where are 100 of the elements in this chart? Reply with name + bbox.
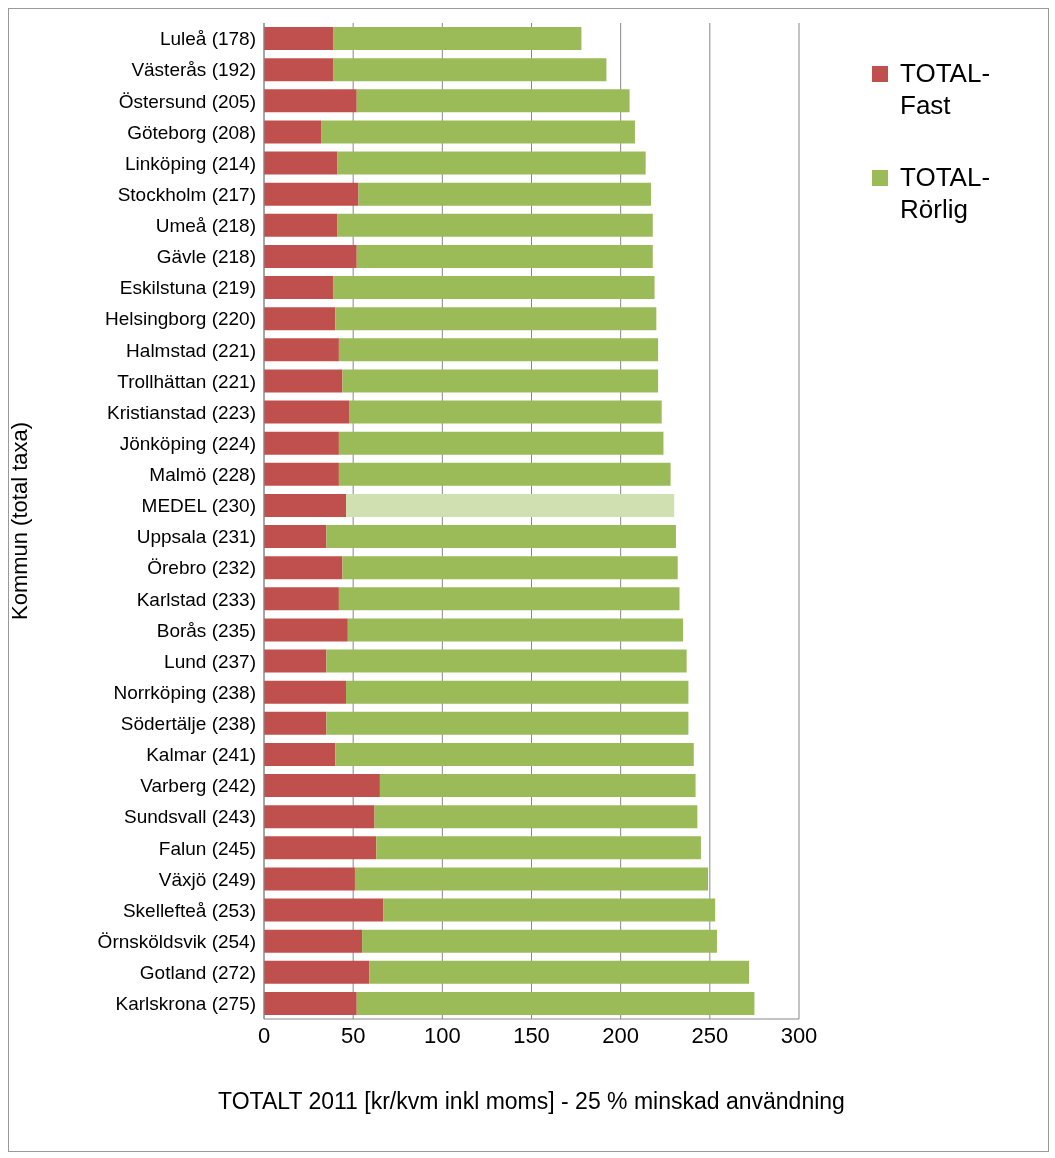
legend-label: TOTAL-Rörlig bbox=[900, 161, 992, 225]
bar bbox=[333, 276, 655, 299]
bar bbox=[326, 711, 689, 735]
x-tick-label: 100 bbox=[423, 1022, 461, 1048]
bar bbox=[383, 898, 716, 922]
y-tick-label: Östersund (205) bbox=[118, 90, 256, 112]
bar bbox=[333, 58, 607, 82]
bar bbox=[264, 462, 339, 486]
bar bbox=[338, 338, 659, 362]
bar bbox=[264, 898, 384, 922]
y-tick-label: Karlskrona (275) bbox=[115, 993, 256, 1015]
bar bbox=[333, 27, 582, 50]
x-tick-label: 50 bbox=[340, 1022, 366, 1048]
y-tick-label: Göteborg (208) bbox=[127, 121, 256, 143]
y-tick-label: Linköping (214) bbox=[125, 152, 256, 174]
bar bbox=[356, 244, 653, 268]
bar bbox=[264, 618, 348, 642]
x-axis-title: TOTALT 2011 [kr/kvm inkl moms] - 25 % minskad användning bbox=[218, 1088, 845, 1114]
y-tick-label: Örebro (232) bbox=[147, 557, 256, 579]
bar bbox=[362, 929, 717, 953]
y-tick-label: Kristianstad (223) bbox=[107, 401, 256, 423]
bar bbox=[264, 774, 380, 797]
bar bbox=[264, 493, 347, 517]
bar bbox=[264, 711, 327, 735]
y-tick-label: Malmö (228) bbox=[149, 464, 256, 486]
bar bbox=[264, 58, 334, 82]
y-tick-label: Trollhättan (221) bbox=[117, 370, 256, 392]
bar bbox=[264, 27, 334, 50]
bar bbox=[326, 649, 687, 673]
bar bbox=[356, 991, 755, 1015]
bar bbox=[264, 182, 359, 206]
bar bbox=[335, 307, 657, 331]
bar bbox=[264, 649, 327, 673]
bar bbox=[264, 120, 322, 144]
bar bbox=[264, 307, 336, 331]
bar bbox=[264, 960, 370, 984]
bar bbox=[264, 369, 343, 393]
y-tick-label: Borås (235) bbox=[156, 619, 256, 641]
bar bbox=[264, 431, 339, 455]
y-tick-label: Luleå (178) bbox=[159, 28, 256, 50]
bar bbox=[346, 680, 689, 704]
bar bbox=[335, 742, 694, 766]
bar bbox=[358, 182, 651, 206]
y-tick-label: Helsingborg (220) bbox=[104, 308, 256, 330]
y-tick-label: Lund (237) bbox=[164, 650, 256, 672]
y-tick-label: Gävle (218) bbox=[156, 246, 256, 268]
y-tick-label: Sundsvall (243) bbox=[123, 806, 256, 828]
y-tick-label: Gotland (272) bbox=[139, 962, 256, 984]
bar bbox=[347, 618, 684, 642]
y-tick-label: Södertälje (238) bbox=[120, 713, 256, 735]
bar bbox=[346, 493, 675, 517]
bar bbox=[264, 805, 375, 829]
bar bbox=[264, 213, 338, 237]
y-tick-label: Kalmar (241) bbox=[146, 744, 256, 766]
y-tick-label: Karlstad (233) bbox=[136, 588, 256, 610]
bar bbox=[369, 960, 750, 984]
y-tick-label: Västerås (192) bbox=[131, 59, 256, 81]
y-tick-label: Umeå (218) bbox=[155, 215, 256, 237]
bar bbox=[264, 525, 327, 548]
bar bbox=[264, 89, 357, 113]
bar bbox=[264, 556, 343, 580]
bar bbox=[338, 462, 671, 486]
bar bbox=[342, 369, 659, 393]
x-tick-label: 0 bbox=[257, 1022, 271, 1048]
bar bbox=[354, 867, 709, 891]
bar bbox=[264, 680, 347, 704]
y-tick-label: Halmstad (221) bbox=[126, 339, 256, 361]
y-tick-label: MEDEL (230) bbox=[141, 495, 256, 517]
bar bbox=[376, 836, 701, 860]
bar bbox=[374, 805, 698, 829]
bar bbox=[264, 742, 336, 766]
bar bbox=[349, 400, 662, 424]
bar bbox=[337, 151, 646, 175]
y-tick-label: Skellefteå (253) bbox=[122, 899, 256, 921]
bar bbox=[321, 120, 635, 144]
bar bbox=[356, 89, 630, 113]
y-tick-label: Stockholm (217) bbox=[117, 183, 256, 205]
bar bbox=[264, 929, 363, 953]
y-tick-label: Norrköping (238) bbox=[113, 681, 256, 703]
y-tick-label: Uppsala (231) bbox=[136, 526, 256, 548]
y-tick-label: Jönköping (224) bbox=[119, 432, 256, 454]
bar bbox=[264, 991, 357, 1015]
bar bbox=[264, 244, 357, 268]
y-tick-label: Eskilstuna (219) bbox=[119, 277, 256, 299]
y-tick-label: Falun (245) bbox=[158, 837, 256, 859]
bar bbox=[264, 400, 350, 424]
y-tick-label: Varberg (242) bbox=[140, 775, 256, 797]
y-axis-title: Kommun (total taxa) bbox=[6, 421, 32, 621]
bar bbox=[326, 525, 676, 548]
bar bbox=[338, 587, 680, 611]
bar bbox=[264, 276, 334, 299]
y-tick-label: Växjö (249) bbox=[158, 868, 256, 890]
bar bbox=[338, 431, 664, 455]
bar bbox=[264, 338, 339, 362]
y-tick-label: Örnsköldsvik (254) bbox=[97, 930, 256, 952]
x-tick-label: 250 bbox=[691, 1022, 729, 1048]
bar bbox=[379, 774, 696, 797]
x-tick-label: 300 bbox=[780, 1022, 818, 1048]
bar bbox=[264, 836, 377, 860]
legend-label: TOTAL-Fast bbox=[900, 57, 992, 121]
